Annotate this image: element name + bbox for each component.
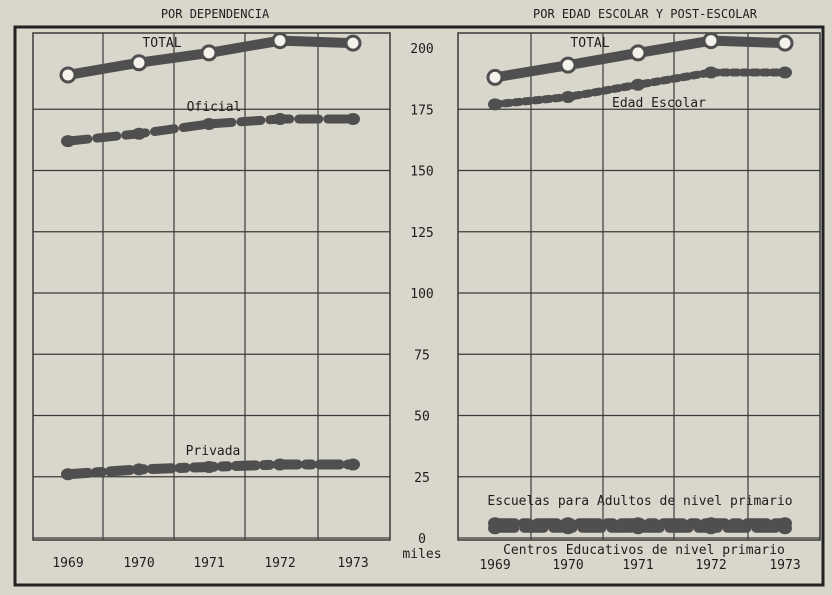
- y-tick-label: 100: [410, 287, 433, 302]
- data-point-marker: [130, 54, 148, 72]
- series-label: Privada: [186, 444, 241, 459]
- data-point-marker: [59, 66, 77, 84]
- data-point-marker: [704, 522, 718, 535]
- y-tick-label: 200: [410, 42, 433, 57]
- x-tick-label: 1970: [123, 556, 154, 571]
- data-point-marker: [629, 44, 647, 62]
- x-tick-label: 1972: [264, 556, 295, 571]
- data-point-marker: [344, 34, 362, 52]
- data-point-marker: [200, 44, 218, 62]
- y-tick-label: 25: [414, 471, 430, 486]
- data-point-marker: [561, 91, 575, 103]
- x-tick-label: 1973: [337, 556, 368, 571]
- x-tick-label: 1971: [622, 558, 653, 573]
- x-tick-label: 1972: [695, 558, 726, 573]
- data-point-marker: [631, 78, 645, 91]
- x-tick-label: 1973: [769, 558, 800, 573]
- right-panel: 1969 1970 1971 1972 1973 TOTAL Edad Escolar Esc…: [457, 32, 821, 573]
- left-panel: 1969 1970 1971 1972 1973 TOTAL Oficial Privada: [32, 32, 391, 571]
- axis-unit-label: miles: [402, 547, 441, 562]
- data-point-marker: [346, 458, 360, 471]
- series-label: TOTAL: [142, 36, 181, 51]
- plot-area-frame: [32, 32, 391, 541]
- series-label: Centros Educativos de nivel primario: [503, 543, 785, 558]
- data-point-marker: [346, 113, 360, 126]
- x-tick-label: 1969: [479, 558, 510, 573]
- y-tick-label: 175: [410, 103, 433, 118]
- data-point-marker: [202, 460, 216, 473]
- data-point-marker: [271, 32, 289, 50]
- x-tick-label: 1970: [552, 558, 583, 573]
- series-label: Escuelas para Adultos de nivel primario: [487, 494, 792, 509]
- data-point-marker: [561, 522, 575, 535]
- figure-frame: [13, 25, 825, 587]
- data-point-marker: [488, 98, 502, 111]
- data-point-marker: [486, 68, 504, 86]
- y-tick-label: 50: [414, 410, 430, 425]
- right-panel-title: POR EDAD ESCOLAR Y POST-ESCOLAR: [533, 7, 758, 21]
- data-point-marker: [132, 127, 146, 140]
- data-point-marker: [704, 66, 718, 79]
- x-tick-label: 1971: [193, 556, 224, 571]
- left-panel-title: POR DEPENDENCIA: [161, 7, 270, 21]
- data-point-marker: [488, 522, 502, 535]
- y-tick-label: 75: [414, 348, 430, 363]
- data-point-marker: [631, 522, 645, 535]
- data-point-marker: [273, 458, 287, 471]
- plot-area-frame: [457, 32, 821, 541]
- data-point-marker: [776, 34, 794, 52]
- data-point-marker: [61, 468, 75, 481]
- center-axis: miles 0 25 50 75 100 125 150 175 200: [402, 42, 441, 562]
- data-point-marker: [778, 66, 792, 79]
- x-tick-label: 1969: [52, 556, 83, 571]
- series-label: Oficial: [187, 100, 242, 115]
- y-tick-label: 150: [410, 165, 433, 180]
- data-point-marker: [132, 463, 146, 476]
- data-point-marker: [559, 56, 577, 74]
- series-label: TOTAL: [570, 36, 609, 51]
- data-point-marker: [273, 113, 287, 126]
- series-label: Edad Escolar: [612, 96, 706, 111]
- data-point-marker: [61, 135, 75, 148]
- data-point-marker: [202, 117, 216, 130]
- data-point-marker: [702, 32, 720, 50]
- data-point-marker: [778, 522, 792, 535]
- y-tick-label: 0: [418, 532, 426, 547]
- y-tick-label: 125: [410, 226, 433, 241]
